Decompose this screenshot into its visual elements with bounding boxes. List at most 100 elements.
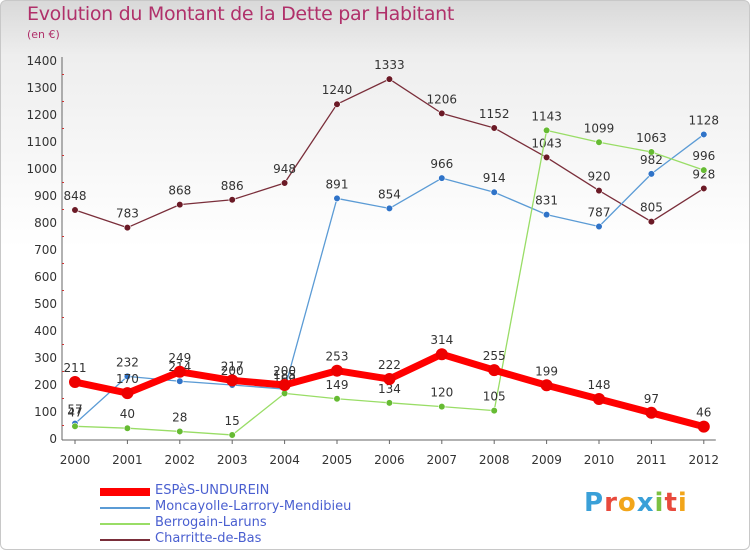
data-point: [595, 187, 603, 195]
logo-letter: r: [604, 488, 618, 518]
data-label: 217: [221, 359, 244, 373]
data-label: 1043: [531, 136, 562, 150]
data-label: 120: [430, 386, 453, 400]
data-label: 200: [221, 364, 244, 378]
data-label: 149: [326, 378, 349, 392]
x-tick-label: 2006: [374, 453, 405, 467]
data-label: 15: [225, 414, 240, 428]
y-tick-label: 0: [49, 432, 57, 446]
chart-title: Evolution du Montant de la Dette par Hab…: [27, 3, 455, 25]
legend-label: Berrogain-Laruns: [155, 515, 267, 530]
x-tick-label: 2010: [584, 453, 615, 467]
data-label: 928: [692, 167, 715, 181]
x-tick-label: 2001: [112, 453, 143, 467]
legend-swatch: [100, 488, 150, 496]
data-label: 40: [120, 407, 135, 421]
data-point: [383, 373, 396, 386]
x-tick-label: 2000: [60, 453, 91, 467]
data-label: 255: [483, 349, 506, 363]
legend-label: ESPèS-UNDUREIN: [155, 483, 270, 498]
y-tick-label: 500: [34, 297, 57, 311]
y-tick-label: 900: [34, 189, 57, 203]
data-point: [69, 376, 81, 389]
data-point: [228, 431, 236, 439]
data-point: [595, 222, 603, 231]
x-tick-label: 2003: [217, 453, 248, 467]
x-tick-label: 2009: [531, 453, 562, 467]
x-tick-label: 2002: [165, 453, 196, 467]
data-label: 199: [535, 364, 558, 378]
data-label: 982: [640, 153, 663, 167]
legend-swatch: [100, 507, 150, 509]
data-point: [226, 374, 239, 387]
data-point: [490, 188, 498, 196]
data-label: 805: [640, 201, 663, 215]
y-tick-label: 400: [34, 324, 57, 338]
legend-item: Berrogain-Laruns: [100, 515, 400, 532]
data-label: 831: [535, 194, 558, 208]
data-point: [71, 422, 79, 430]
y-tick-label: 1100: [26, 135, 57, 149]
data-point: [488, 364, 501, 377]
x-tick-label: 2012: [689, 453, 720, 467]
data-point: [385, 204, 394, 213]
data-label: 314: [430, 333, 453, 347]
data-point: [176, 201, 184, 209]
data-point: [385, 75, 394, 83]
legend: ESPèS-UNDUREIN Moncayolle-Larrory-Mendibi…: [100, 483, 400, 548]
legend-swatch: [100, 523, 150, 525]
data-point: [490, 407, 498, 415]
data-label: 28: [172, 410, 187, 424]
data-point: [438, 403, 446, 411]
data-label: 1206: [427, 92, 458, 106]
data-label: 1128: [689, 113, 720, 127]
data-point: [700, 184, 708, 193]
data-point: [647, 148, 656, 156]
legend-item: ESPèS-UNDUREIN: [100, 483, 400, 500]
data-label: 97: [644, 392, 659, 406]
data-point: [176, 427, 184, 436]
legend-label: Moncayolle-Larrory-Mendibieu: [155, 499, 352, 514]
logo-letter: i: [654, 488, 665, 518]
data-point: [700, 166, 708, 174]
data-label: 891: [326, 177, 349, 191]
y-tick-label: 1200: [26, 108, 57, 122]
data-label: 134: [378, 382, 401, 396]
y-tick-label: 1000: [26, 162, 57, 176]
data-label: 46: [696, 406, 711, 420]
data-point: [700, 130, 708, 139]
data-point: [228, 196, 236, 204]
data-point: [123, 223, 131, 232]
legend-swatch: [100, 539, 150, 541]
data-point: [71, 206, 79, 214]
data-point: [385, 399, 394, 407]
data-label: 222: [378, 358, 401, 372]
legend-item: Charritte-de-Bas: [100, 531, 400, 548]
data-label: 1063: [636, 131, 667, 145]
data-point: [278, 379, 291, 391]
x-tick-label: 2008: [479, 453, 510, 467]
logo-letter: i: [677, 488, 688, 518]
logo-letter: x: [636, 488, 655, 518]
proxiti-logo: Proxiti: [584, 488, 688, 518]
data-label: 1152: [479, 107, 510, 121]
y-tick-label: 100: [34, 405, 57, 419]
data-point: [281, 389, 289, 397]
data-point: [647, 170, 656, 178]
data-point: [176, 377, 184, 385]
data-label: 966: [430, 157, 453, 171]
data-label: 1099: [584, 121, 615, 135]
data-point: [333, 100, 341, 108]
x-tick-label: 2007: [427, 453, 458, 467]
data-point: [542, 126, 551, 134]
data-point: [281, 179, 289, 187]
data-label: 914: [483, 171, 506, 185]
data-point: [121, 387, 134, 400]
data-point: [123, 372, 131, 380]
data-point: [438, 174, 446, 182]
data-label: 185: [273, 368, 296, 382]
y-tick-label: 800: [34, 216, 57, 230]
data-label: 848: [64, 189, 87, 203]
